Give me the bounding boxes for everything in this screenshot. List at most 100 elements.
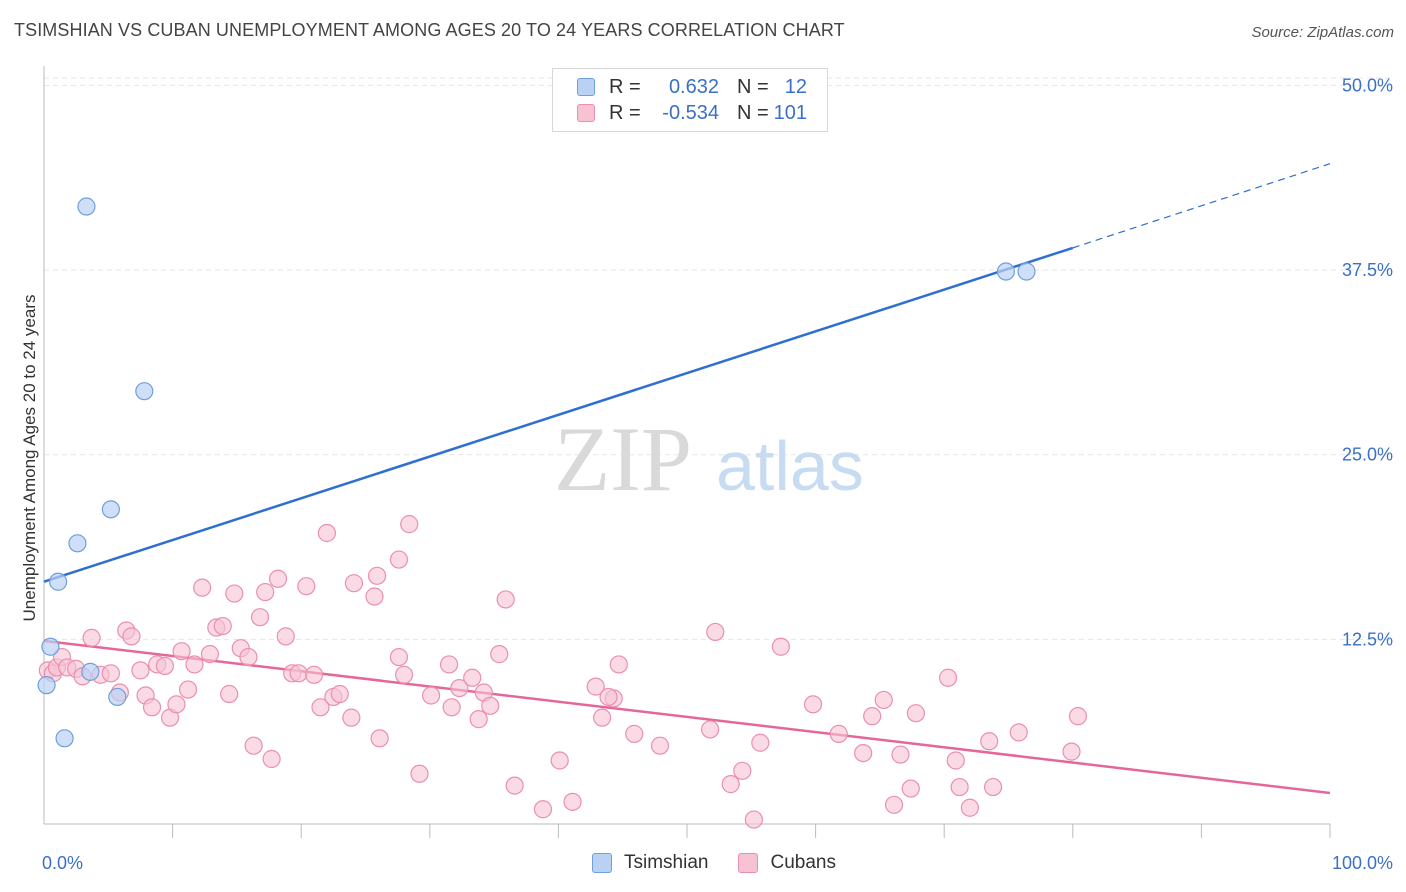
cubans-point	[733, 761, 752, 780]
cubans-point	[400, 515, 419, 534]
cubans-point	[706, 622, 725, 642]
cubans-point	[394, 665, 414, 684]
tsimshian-point	[101, 500, 120, 519]
cubans-point	[874, 690, 893, 710]
cubans-point	[593, 708, 612, 727]
cubans-point	[1068, 707, 1088, 726]
cubans-point	[901, 779, 920, 798]
chart-title: TSIMSHIAN VS CUBAN UNEMPLOYMENT AMONG AG…	[14, 20, 845, 40]
cubans-point	[469, 710, 488, 729]
cubans-point	[244, 736, 263, 755]
tsimshian-point	[81, 662, 100, 681]
cubans-point	[906, 704, 926, 723]
cubans-trend-line	[43, 639, 1331, 795]
cubans-point	[744, 810, 763, 829]
cubans-point	[439, 655, 459, 674]
cubans-point	[980, 732, 999, 751]
cubans-point	[496, 590, 515, 609]
legend-item-cubans[interactable]: Cubans	[738, 852, 836, 874]
watermark-atlas: atlas	[716, 427, 864, 505]
tsimshian-point	[135, 382, 154, 401]
correlation-legend: R = 0.632 N = 12 R = -0.534 N = 101	[552, 68, 828, 132]
tsimshian-point	[41, 637, 60, 656]
cubans-point	[721, 775, 740, 794]
cubans-point	[276, 627, 295, 646]
cubans-point	[625, 724, 644, 743]
x-tick-label: 0.0%	[42, 853, 83, 873]
watermark: ZIP atlas	[554, 408, 864, 510]
legend-label: Tsimshian	[624, 852, 709, 873]
y-tick-label: 37.5%	[1342, 260, 1393, 280]
cubans-point	[829, 724, 848, 743]
r-label: R =	[609, 75, 641, 98]
cubans-point	[1009, 723, 1028, 742]
y-tick-label: 12.5%	[1342, 629, 1393, 649]
cubans-point	[317, 523, 337, 543]
cubans-point	[421, 686, 441, 705]
cubans-point	[178, 680, 198, 699]
cubans-point	[891, 745, 910, 764]
cubans-point	[960, 798, 980, 817]
cubans-point	[481, 696, 500, 715]
cubans-point	[342, 708, 361, 727]
cubans-swatch	[577, 104, 595, 122]
n-value: 101	[773, 101, 807, 124]
tsimshian-point	[49, 572, 68, 591]
y-axis-label: Unemployment Among Ages 20 to 24 years	[20, 294, 39, 622]
tsimshian-point	[108, 687, 127, 707]
cubans-point	[185, 655, 204, 674]
cubans-point	[599, 687, 618, 707]
cubans-point	[803, 695, 823, 714]
cubans-point	[751, 733, 770, 752]
legend-row-tsimshian: R = 0.632 N = 12	[577, 74, 807, 100]
tsimshian-point	[68, 534, 87, 553]
cubans-point	[367, 566, 387, 585]
source-label: Source: ZipAtlas.com	[1251, 24, 1394, 41]
tsimshian-point	[1017, 262, 1036, 281]
cubans-point	[490, 645, 509, 664]
cubans-point	[101, 664, 120, 683]
cubans-point	[1062, 742, 1081, 761]
cubans-point	[389, 550, 409, 569]
cubans-point	[938, 668, 958, 687]
trend-lines	[43, 163, 1331, 795]
cubans-point	[563, 792, 582, 811]
cubans-point	[950, 777, 969, 797]
cubans-point	[239, 647, 258, 667]
cubans-point	[220, 684, 239, 704]
cubans-point	[771, 637, 790, 656]
cubans-point	[213, 616, 232, 636]
cubans-point	[463, 668, 482, 687]
cubans-point	[609, 655, 628, 674]
cubans-point	[505, 776, 524, 795]
cubans-point	[550, 751, 569, 770]
cubans-point	[586, 677, 605, 696]
x-tick-label: 100.0%	[1332, 853, 1393, 873]
cubans-point	[155, 656, 174, 676]
r-value: -0.534	[662, 101, 719, 124]
n-label: N =	[737, 75, 769, 98]
cubans-point	[142, 698, 162, 717]
cubans-point	[193, 578, 212, 597]
cubans-point	[650, 736, 670, 755]
cubans-point	[442, 698, 461, 717]
cubans-point	[289, 664, 308, 683]
cubans-point	[330, 684, 349, 704]
cubans-point	[450, 678, 469, 698]
cubans-point	[370, 729, 389, 748]
tsimshian-trend-extension	[1072, 163, 1331, 249]
tsimshian-point	[996, 262, 1016, 281]
cubans-point	[365, 587, 384, 606]
cubans-point	[167, 695, 186, 714]
tsimshian-swatch	[577, 78, 595, 96]
tsimshian-point	[55, 729, 74, 748]
cubans-point	[131, 661, 150, 680]
r-label: R =	[609, 101, 641, 124]
tsimshian-point	[77, 197, 96, 216]
cubans-point	[701, 720, 720, 739]
cubans-point	[946, 751, 965, 770]
legend-item-tsimshian[interactable]: Tsimshian	[592, 852, 708, 874]
r-value: 0.632	[668, 75, 719, 98]
n-label: N =	[737, 101, 769, 124]
